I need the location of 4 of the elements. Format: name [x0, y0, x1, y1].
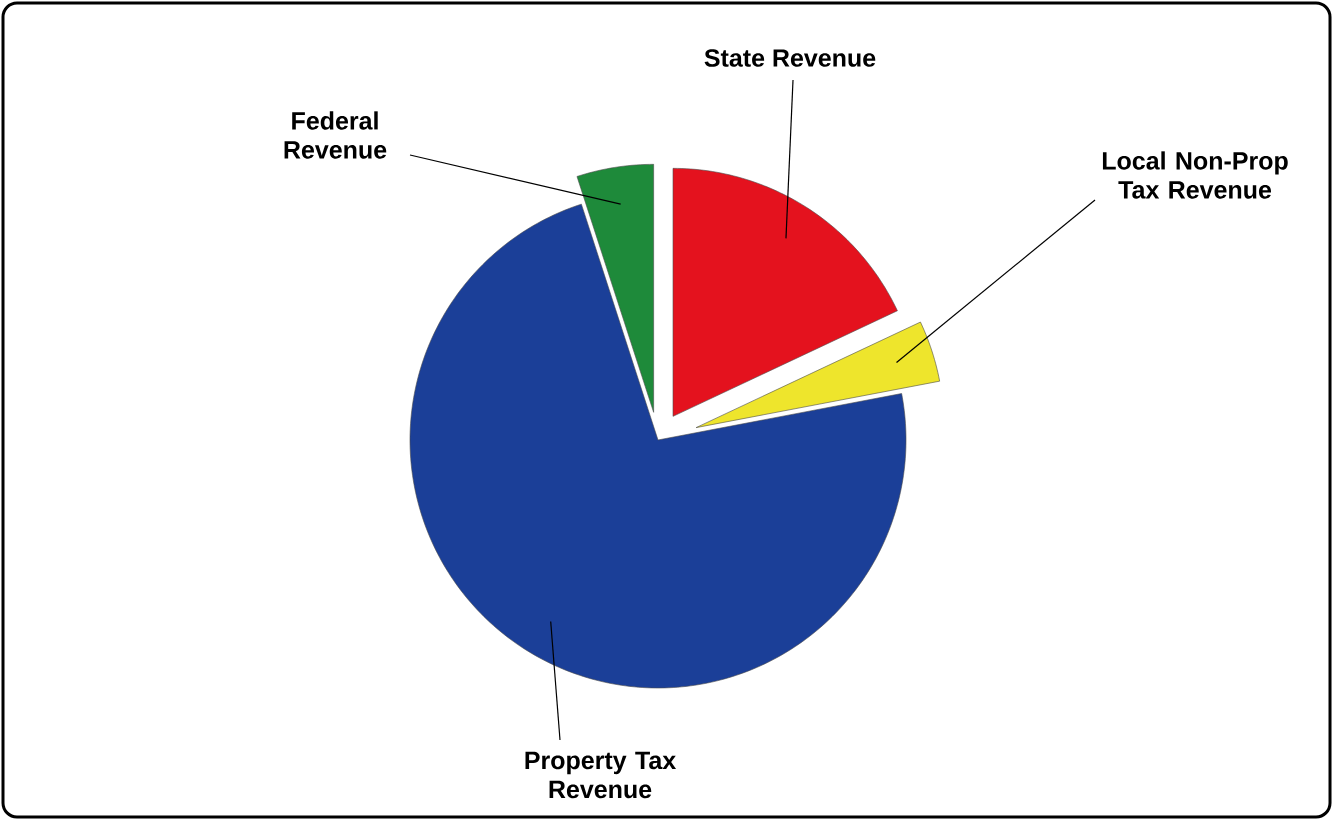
- slice-label: Property Tax Revenue: [525, 751, 677, 799]
- slice-label: Local Non-Prop Tax Revenue: [1102, 151, 1288, 199]
- slice-label: State Revenue: [704, 49, 876, 67]
- slice-label: Federal Revenue: [284, 111, 387, 159]
